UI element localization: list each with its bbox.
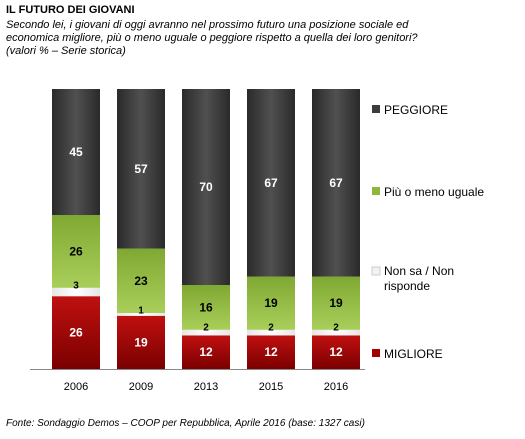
value-label-2009-1: 1 bbox=[138, 306, 144, 317]
value-label-2015-2: 19 bbox=[264, 296, 278, 310]
legend-label-migliore: MIGLIORE bbox=[384, 347, 443, 361]
value-label-2016-1: 2 bbox=[333, 322, 339, 333]
legend-label-pi-o-meno-uguale: Più o meno uguale bbox=[384, 185, 484, 199]
value-label-2009-2: 23 bbox=[134, 274, 148, 288]
value-label-2016-2: 19 bbox=[329, 296, 343, 310]
x-tick-label-2015: 2015 bbox=[259, 381, 283, 393]
bar-non-sa-non-risponde-2009 bbox=[117, 313, 165, 316]
value-label-2006-0: 26 bbox=[69, 326, 83, 340]
bar-peggiore-2006 bbox=[52, 89, 100, 215]
x-tick-label-2013: 2013 bbox=[194, 381, 218, 393]
bar-non-sa-non-risponde-2013 bbox=[182, 329, 230, 336]
bar-pi-o-meno-uguale-2015 bbox=[247, 276, 295, 330]
x-tick-label-2009: 2009 bbox=[129, 381, 153, 393]
value-label-2015-1: 2 bbox=[268, 322, 274, 333]
legend-label-peggiore: PEGGIORE bbox=[384, 103, 448, 117]
legend-label-non-sa-non-risponde-line2: risponde bbox=[384, 279, 430, 293]
bar-migliore-2015 bbox=[247, 335, 295, 369]
bar-pi-o-meno-uguale-2009 bbox=[117, 248, 165, 313]
bar-peggiore-2013 bbox=[182, 89, 230, 285]
value-label-2013-0: 12 bbox=[199, 345, 213, 359]
segment-labels-group: 26 3 26 45 19 1 23 57 12 2 16 70 12 2 19 67 12 2 19 67 bbox=[69, 145, 343, 359]
bar-peggiore-2015 bbox=[247, 89, 295, 277]
bar-pi-o-meno-uguale-2013 bbox=[182, 285, 230, 330]
x-axis: 2006 2009 2013 2015 2016 bbox=[30, 369, 365, 393]
bar-non-sa-non-risponde-2006 bbox=[52, 287, 100, 297]
legend-swatch-pi-o-meno-uguale bbox=[372, 187, 380, 195]
bar-non-sa-non-risponde-2015 bbox=[247, 329, 295, 336]
bar-non-sa-non-risponde-2016 bbox=[312, 329, 360, 336]
bar-migliore-2009 bbox=[117, 315, 165, 369]
bar-migliore-2013 bbox=[182, 335, 230, 369]
bar-pi-o-meno-uguale-2016 bbox=[312, 276, 360, 330]
bar-migliore-2006 bbox=[52, 296, 100, 369]
value-label-2013-1: 2 bbox=[203, 322, 209, 333]
source-note: Fonte: Sondaggio Demos – COOP per Repubb… bbox=[6, 418, 365, 429]
value-label-2013-2: 16 bbox=[199, 300, 213, 314]
value-label-2013-3: 70 bbox=[199, 180, 213, 194]
bar-migliore-2016 bbox=[312, 335, 360, 369]
legend-swatch-peggiore bbox=[372, 105, 380, 113]
legend-swatch-migliore bbox=[372, 349, 380, 357]
value-label-2015-0: 12 bbox=[264, 345, 278, 359]
chart-subtitle: Secondo lei, i giovani di oggi avranno n… bbox=[6, 19, 418, 57]
bar-peggiore-2016 bbox=[312, 89, 360, 277]
value-label-2016-3: 67 bbox=[329, 176, 343, 190]
legend: PEGGIORE Più o meno uguale Non sa / Nonris… bbox=[371, 103, 484, 361]
bar-pi-o-meno-uguale-2006 bbox=[52, 215, 100, 288]
value-label-2015-3: 67 bbox=[264, 176, 278, 190]
value-label-2016-0: 12 bbox=[329, 345, 343, 359]
bar-peggiore-2009 bbox=[117, 89, 165, 249]
value-label-2006-1: 3 bbox=[73, 280, 79, 291]
value-label-2006-2: 26 bbox=[69, 244, 83, 258]
legend-label-non-sa-non-risponde-line1: Non sa / Non bbox=[384, 264, 454, 278]
x-tick-label-2006: 2006 bbox=[64, 381, 88, 393]
value-label-2006-3: 45 bbox=[69, 145, 83, 159]
legend-swatch-non-sa-non-risponde bbox=[371, 266, 381, 276]
bars-group bbox=[52, 89, 360, 369]
chart-title: IL FUTURO DEI GIOVANI bbox=[6, 4, 135, 16]
x-tick-label-2016: 2016 bbox=[324, 381, 348, 393]
value-label-2009-0: 19 bbox=[134, 335, 148, 349]
value-label-2009-3: 57 bbox=[134, 162, 148, 176]
